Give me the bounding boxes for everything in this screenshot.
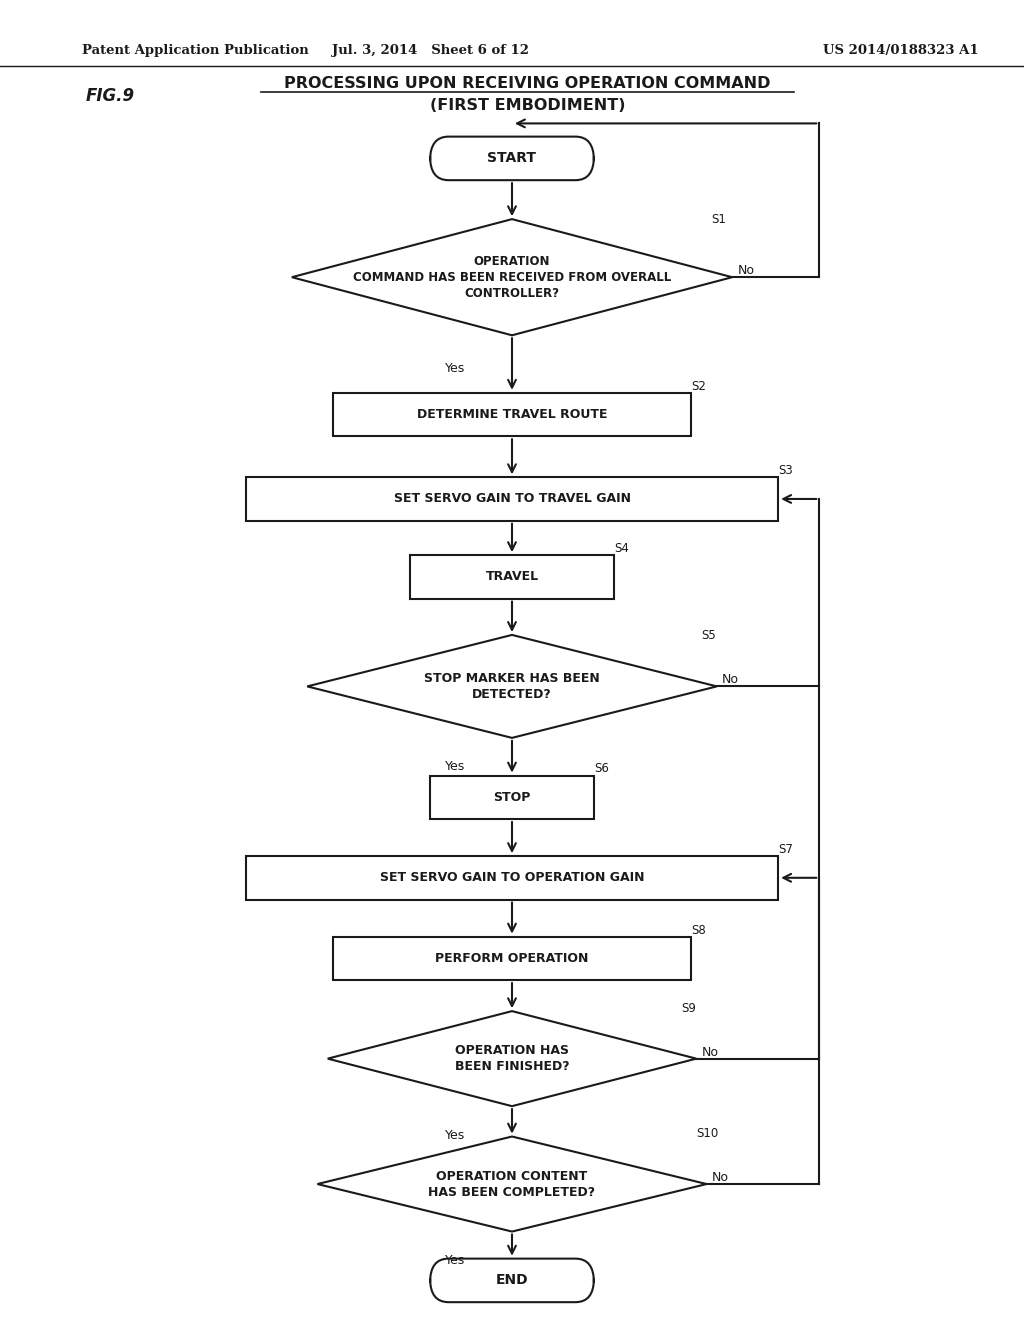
Text: Yes: Yes	[445, 760, 466, 774]
Text: S3: S3	[778, 465, 793, 478]
Polygon shape	[328, 1011, 696, 1106]
Polygon shape	[292, 219, 732, 335]
Text: STOP MARKER HAS BEEN
DETECTED?: STOP MARKER HAS BEEN DETECTED?	[424, 672, 600, 701]
Text: S8: S8	[691, 924, 706, 937]
Text: S2: S2	[691, 380, 707, 393]
Text: No: No	[712, 1171, 729, 1184]
Text: PROCESSING UPON RECEIVING OPERATION COMMAND: PROCESSING UPON RECEIVING OPERATION COMM…	[284, 75, 771, 91]
Text: S1: S1	[712, 213, 727, 226]
FancyBboxPatch shape	[430, 136, 594, 180]
Text: No: No	[701, 1045, 719, 1059]
Text: OPERATION CONTENT
HAS BEEN COMPLETED?: OPERATION CONTENT HAS BEEN COMPLETED?	[428, 1170, 596, 1199]
Text: Jul. 3, 2014   Sheet 6 of 12: Jul. 3, 2014 Sheet 6 of 12	[332, 44, 528, 57]
Text: No: No	[722, 673, 739, 686]
Text: Patent Application Publication: Patent Application Publication	[82, 44, 308, 57]
Text: S10: S10	[696, 1127, 719, 1140]
Text: TRAVEL: TRAVEL	[485, 570, 539, 583]
Polygon shape	[307, 635, 717, 738]
Text: OPERATION
COMMAND HAS BEEN RECEIVED FROM OVERALL
CONTROLLER?: OPERATION COMMAND HAS BEEN RECEIVED FROM…	[353, 255, 671, 300]
Text: END: END	[496, 1274, 528, 1287]
Text: S4: S4	[614, 543, 630, 556]
Text: FIG.9: FIG.9	[86, 87, 135, 106]
Bar	[246, 855, 778, 900]
Bar	[410, 554, 614, 599]
Bar	[430, 776, 594, 818]
FancyBboxPatch shape	[430, 1259, 594, 1302]
Text: (FIRST EMBODIMENT): (FIRST EMBODIMENT)	[430, 98, 625, 114]
Text: US 2014/0188323 A1: US 2014/0188323 A1	[823, 44, 979, 57]
Bar	[333, 392, 691, 436]
Text: START: START	[487, 152, 537, 165]
Text: S7: S7	[778, 843, 794, 855]
Bar	[333, 937, 691, 979]
Text: STOP: STOP	[494, 791, 530, 804]
Text: OPERATION HAS
BEEN FINISHED?: OPERATION HAS BEEN FINISHED?	[455, 1044, 569, 1073]
Polygon shape	[317, 1137, 707, 1232]
Text: Yes: Yes	[445, 362, 466, 375]
Text: S9: S9	[681, 1002, 696, 1015]
Bar	[246, 477, 778, 520]
Text: PERFORM OPERATION: PERFORM OPERATION	[435, 952, 589, 965]
Text: DETERMINE TRAVEL ROUTE: DETERMINE TRAVEL ROUTE	[417, 408, 607, 421]
Text: Yes: Yes	[445, 1129, 466, 1142]
Text: SET SERVO GAIN TO OPERATION GAIN: SET SERVO GAIN TO OPERATION GAIN	[380, 871, 644, 884]
Text: Yes: Yes	[445, 1254, 466, 1267]
Text: No: No	[737, 264, 755, 277]
Text: S5: S5	[701, 628, 716, 642]
Text: SET SERVO GAIN TO TRAVEL GAIN: SET SERVO GAIN TO TRAVEL GAIN	[393, 492, 631, 506]
Text: S6: S6	[594, 763, 609, 776]
